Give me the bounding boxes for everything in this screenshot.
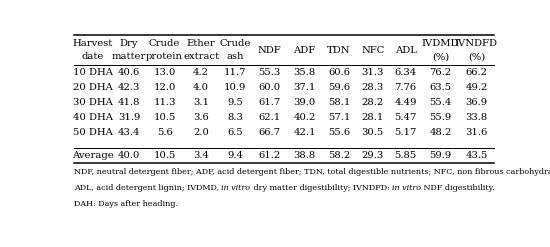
Text: 59.9: 59.9	[430, 151, 452, 160]
Text: 40.0: 40.0	[118, 151, 140, 160]
Text: 4.49: 4.49	[394, 98, 417, 107]
Text: Ether: Ether	[187, 39, 216, 48]
Text: DAH: Days after heading.: DAH: Days after heading.	[74, 200, 178, 208]
Text: 3.4: 3.4	[193, 151, 209, 160]
Text: extract: extract	[183, 52, 219, 62]
Text: TDN: TDN	[327, 46, 351, 55]
Text: IVDMD: IVDMD	[422, 39, 459, 48]
Text: 9.5: 9.5	[227, 98, 243, 107]
Text: 76.2: 76.2	[430, 68, 452, 77]
Text: 60.6: 60.6	[328, 68, 350, 77]
Text: 40 DHA: 40 DHA	[73, 113, 113, 122]
Text: dry matter digestibility; IVNDFD:: dry matter digestibility; IVNDFD:	[251, 184, 392, 192]
Text: Dry: Dry	[120, 39, 139, 48]
Text: Crude: Crude	[219, 39, 251, 48]
Text: 33.8: 33.8	[465, 113, 487, 122]
Text: 11.3: 11.3	[153, 98, 176, 107]
Text: 42.1: 42.1	[293, 128, 316, 137]
Text: 11.7: 11.7	[224, 68, 246, 77]
Text: 3.6: 3.6	[193, 113, 209, 122]
Text: 20 DHA: 20 DHA	[73, 83, 113, 92]
Text: 48.2: 48.2	[429, 128, 452, 137]
Text: Crude: Crude	[149, 39, 180, 48]
Text: in vitro: in vitro	[392, 184, 421, 192]
Text: 6.5: 6.5	[227, 128, 243, 137]
Text: 36.9: 36.9	[465, 98, 487, 107]
Text: 39.0: 39.0	[293, 98, 316, 107]
Text: 61.7: 61.7	[258, 98, 280, 107]
Text: 10.5: 10.5	[153, 151, 176, 160]
Text: 30.5: 30.5	[361, 128, 384, 137]
Text: 2.0: 2.0	[193, 128, 209, 137]
Text: protein: protein	[146, 52, 183, 62]
Text: 28.1: 28.1	[361, 113, 384, 122]
Text: 6.34: 6.34	[394, 68, 417, 77]
Text: 9.4: 9.4	[227, 151, 243, 160]
Text: 59.6: 59.6	[328, 83, 350, 92]
Text: 12.0: 12.0	[153, 83, 176, 92]
Text: NFC: NFC	[361, 46, 384, 55]
Text: 41.8: 41.8	[118, 98, 140, 107]
Text: 5.6: 5.6	[157, 128, 173, 137]
Text: 7.76: 7.76	[394, 83, 417, 92]
Text: ash: ash	[227, 52, 244, 62]
Text: NDF digestibility.: NDF digestibility.	[421, 184, 495, 192]
Text: 42.3: 42.3	[118, 83, 140, 92]
Text: IVNDFD: IVNDFD	[455, 39, 498, 48]
Text: 8.3: 8.3	[227, 113, 243, 122]
Text: Harvest: Harvest	[73, 39, 113, 48]
Text: 10.5: 10.5	[153, 113, 176, 122]
Text: 5.85: 5.85	[394, 151, 417, 160]
Text: 57.1: 57.1	[328, 113, 350, 122]
Text: 50 DHA: 50 DHA	[73, 128, 113, 137]
Text: 4.2: 4.2	[193, 68, 209, 77]
Text: 62.1: 62.1	[258, 113, 280, 122]
Text: 66.2: 66.2	[465, 68, 487, 77]
Text: 28.2: 28.2	[361, 98, 384, 107]
Text: 5.47: 5.47	[394, 113, 417, 122]
Text: 55.6: 55.6	[328, 128, 350, 137]
Text: in vitro: in vitro	[222, 184, 251, 192]
Text: 29.3: 29.3	[361, 151, 384, 160]
Text: 3.1: 3.1	[193, 98, 209, 107]
Text: 49.2: 49.2	[465, 83, 488, 92]
Text: 40.6: 40.6	[118, 68, 140, 77]
Text: 31.9: 31.9	[118, 113, 140, 122]
Text: ADL: ADL	[395, 46, 416, 55]
Text: ADL, acid detergent lignin; IVDMD,: ADL, acid detergent lignin; IVDMD,	[74, 184, 222, 192]
Text: ADF: ADF	[293, 46, 316, 55]
Text: 28.3: 28.3	[361, 83, 384, 92]
Text: 30 DHA: 30 DHA	[73, 98, 113, 107]
Text: 10 DHA: 10 DHA	[73, 68, 113, 77]
Text: 60.0: 60.0	[258, 83, 280, 92]
Text: 58.2: 58.2	[328, 151, 350, 160]
Text: 55.9: 55.9	[430, 113, 452, 122]
Text: 31.6: 31.6	[465, 128, 487, 137]
Text: NDF: NDF	[257, 46, 281, 55]
Text: 43.4: 43.4	[118, 128, 140, 137]
Text: 5.17: 5.17	[394, 128, 417, 137]
Text: 40.2: 40.2	[293, 113, 316, 122]
Text: 4.0: 4.0	[193, 83, 209, 92]
Text: 38.8: 38.8	[293, 151, 316, 160]
Text: 55.4: 55.4	[429, 98, 452, 107]
Text: 10.9: 10.9	[224, 83, 246, 92]
Text: 55.3: 55.3	[258, 68, 280, 77]
Text: (%): (%)	[432, 52, 449, 62]
Text: Average: Average	[72, 151, 114, 160]
Text: 43.5: 43.5	[465, 151, 488, 160]
Text: 66.7: 66.7	[258, 128, 280, 137]
Text: NDF, neutral detergent fiber; ADF, acid detergent fiber; TDN, total digestible n: NDF, neutral detergent fiber; ADF, acid …	[74, 168, 550, 176]
Text: 13.0: 13.0	[153, 68, 176, 77]
Text: date: date	[82, 52, 104, 62]
Text: (%): (%)	[468, 52, 485, 62]
Text: 58.1: 58.1	[328, 98, 350, 107]
Text: 61.2: 61.2	[258, 151, 280, 160]
Text: matter: matter	[112, 52, 146, 62]
Text: 63.5: 63.5	[430, 83, 452, 92]
Text: 35.8: 35.8	[293, 68, 316, 77]
Text: 37.1: 37.1	[293, 83, 316, 92]
Text: 31.3: 31.3	[361, 68, 384, 77]
